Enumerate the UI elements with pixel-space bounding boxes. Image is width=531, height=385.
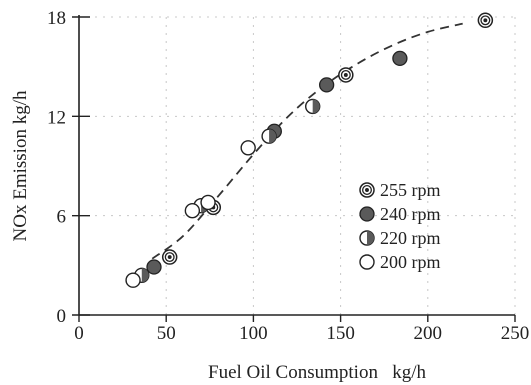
legend-label: 255 rpm — [380, 180, 441, 200]
data-point-200-rpm — [200, 194, 216, 211]
data-point-200-rpm — [125, 272, 141, 288]
data-point-200-rpm — [240, 140, 256, 156]
legend-marker-open-circle — [359, 254, 375, 270]
ticks: 0 50 100 150 200 250 0 6 12 18 — [47, 8, 529, 344]
fit-curve-layer — [151, 22, 463, 260]
x-tick-label: 200 — [414, 323, 443, 344]
legend: 255 rpm 240 rpm 220 rpm 200 rpm — [359, 180, 441, 272]
data-point-240-rpm — [318, 77, 335, 93]
data-point-240-rpm — [146, 259, 162, 275]
x-tick-label: 150 — [326, 323, 355, 344]
data-points — [125, 12, 494, 288]
y-tick-label: 0 — [57, 306, 67, 327]
x-tick-label: 100 — [239, 323, 268, 344]
data-point-240-rpm — [392, 50, 408, 67]
y-axis-title: NOx Emission kg/h — [10, 90, 31, 241]
legend-marker-filled-circle — [359, 206, 375, 222]
legend-marker-double-circle — [359, 182, 375, 198]
x-tick-label: 50 — [157, 323, 176, 344]
y-tick-label: 18 — [47, 8, 66, 29]
data-point-200-rpm — [184, 202, 201, 219]
x-axis-title: Fuel Oil Consumption kg/h — [208, 362, 426, 383]
data-point-255-rpm — [161, 249, 178, 265]
x-tick-label: 250 — [501, 323, 530, 344]
legend-label: 200 rpm — [380, 252, 441, 272]
data-point-220-rpm — [304, 98, 321, 115]
legend-marker-half-filled-circle — [359, 230, 375, 246]
x-tick-label: 0 — [74, 323, 84, 344]
legend-label: 240 rpm — [380, 204, 441, 224]
fit-curve — [151, 22, 463, 260]
axes — [78, 15, 515, 316]
legend-label: 220 rpm — [380, 228, 441, 248]
y-tick-label: 6 — [57, 207, 67, 228]
grid-layer — [79, 16, 516, 315]
data-point-255-rpm — [338, 67, 354, 83]
data-point-255-rpm — [477, 12, 494, 29]
y-tick-label: 12 — [47, 107, 66, 128]
data-point-220-rpm — [261, 128, 277, 144]
